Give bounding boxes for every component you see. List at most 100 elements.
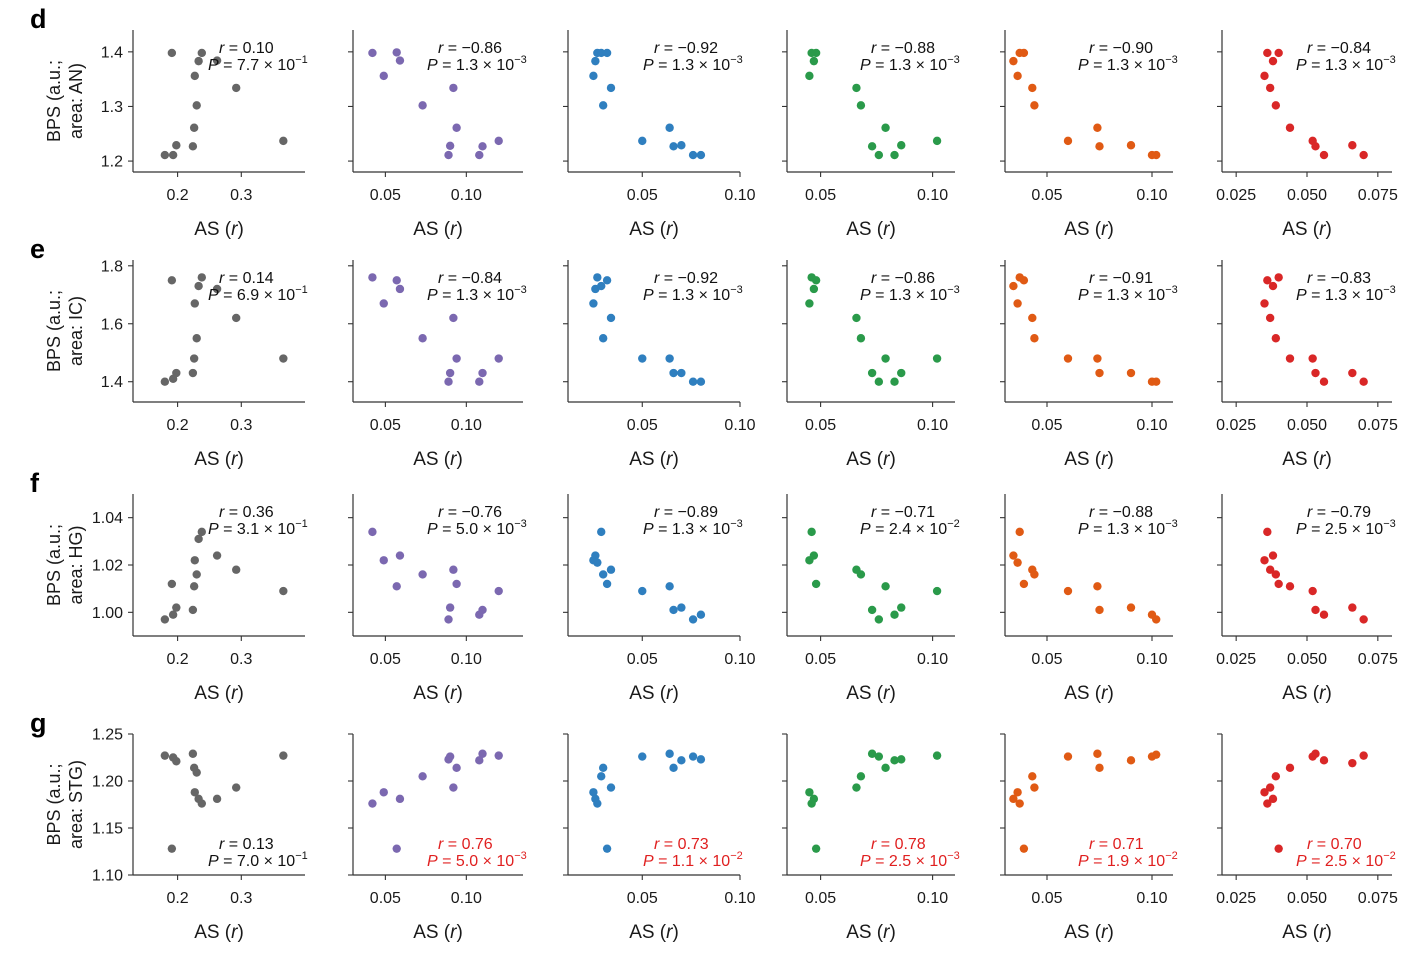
- data-point: [395, 551, 405, 560]
- data-point: [1308, 354, 1317, 363]
- y-tick-label: 1.6: [101, 316, 123, 333]
- x-tick-label: 0.05: [1031, 187, 1062, 204]
- data-point: [418, 334, 427, 343]
- data-point: [591, 551, 600, 560]
- scatter-panel: 0.05 0.10 AS (r) r = −0.86P = 1.3 × 10−3: [782, 260, 960, 470]
- scatter-panel: 1.4 1.6 1.8 0.2 0.3 AS (r) r = 0.14P = 6.9 × 1…: [101, 258, 308, 470]
- stat-r: r = −0.79: [1307, 504, 1371, 521]
- stat-r: r = −0.88: [871, 40, 935, 57]
- scatter-panel: 0.05 0.10 AS (r) r = −0.92P = 1.3 × 10−3: [563, 30, 756, 240]
- data-point: [867, 368, 877, 378]
- x-axis-label: AS (r): [413, 922, 463, 943]
- data-point: [589, 299, 598, 308]
- data-point: [1095, 763, 1104, 773]
- data-point: [1285, 354, 1295, 363]
- data-point: [1028, 772, 1037, 781]
- data-point: [1348, 141, 1357, 150]
- data-point: [478, 605, 487, 615]
- data-point: [1308, 586, 1317, 596]
- scatter-panel: 0.025 0.050 0.075 AS (r) r = 0.70P = 2.5 × 1…: [1216, 733, 1398, 943]
- data-point: [593, 273, 602, 282]
- data-point: [392, 48, 401, 57]
- stat-r: r = 0.13: [219, 836, 274, 853]
- data-point: [1359, 150, 1368, 160]
- data-point: [867, 142, 877, 151]
- x-tick-label: 0.10: [917, 417, 948, 434]
- data-point: [874, 615, 884, 624]
- data-point: [696, 610, 706, 619]
- data-point: [279, 751, 288, 760]
- data-point: [1271, 334, 1281, 343]
- x-tick-label: 0.10: [724, 187, 755, 204]
- stat-p: P = 1.3 × 10−3: [860, 284, 960, 304]
- panel-row-f: f BPS (a.u.; area: HG) 1.00 1.02 1.04 0.2 0.3 AS…: [30, 468, 1398, 704]
- data-point: [1319, 610, 1329, 619]
- data-point: [881, 123, 890, 132]
- scatter-panel: 0.05 0.10 AS (r) r = −0.76P = 5.0 × 10−3: [348, 494, 527, 704]
- data-point: [1348, 603, 1357, 612]
- data-point: [638, 136, 647, 146]
- data-point: [418, 101, 427, 110]
- data-point: [445, 603, 455, 612]
- data-point: [591, 56, 600, 66]
- data-point: [811, 844, 821, 853]
- data-point: [638, 354, 647, 363]
- data-point: [598, 570, 608, 579]
- data-point: [688, 752, 698, 761]
- data-point: [1265, 83, 1275, 93]
- x-tick-label: 0.10: [724, 651, 755, 668]
- data-point: [1019, 48, 1029, 58]
- data-point: [1093, 123, 1102, 132]
- data-point: [606, 565, 616, 574]
- data-point: [1030, 783, 1039, 792]
- data-point: [494, 354, 503, 363]
- data-point: [1274, 844, 1283, 853]
- data-point: [168, 150, 178, 160]
- scatter-panel: 0.05 0.10 AS (r) r = −0.84P = 1.3 × 10−3: [348, 260, 527, 470]
- x-axis-label: AS (r): [413, 449, 463, 470]
- data-point: [395, 56, 405, 65]
- data-point: [1359, 751, 1368, 760]
- data-point: [172, 141, 181, 150]
- data-point: [232, 565, 241, 574]
- x-tick-label: 0.2: [166, 417, 188, 434]
- data-point: [190, 71, 199, 81]
- stat-r: r = −0.84: [438, 270, 502, 287]
- data-point: [189, 123, 199, 132]
- scatter-panel: 0.05 0.10 AS (r) r = 0.73P = 1.1 × 10−2: [563, 733, 756, 943]
- data-point: [232, 783, 241, 792]
- data-point: [1015, 799, 1024, 808]
- data-point: [867, 605, 877, 615]
- x-tick-label: 0.10: [724, 417, 755, 434]
- data-point: [452, 579, 461, 589]
- data-point: [856, 334, 866, 343]
- data-point: [1311, 142, 1320, 151]
- x-tick-label: 0.05: [805, 651, 836, 668]
- data-point: [478, 749, 487, 758]
- data-point: [1263, 527, 1272, 537]
- data-point: [395, 284, 405, 294]
- data-point: [1265, 313, 1275, 323]
- data-point: [1013, 558, 1022, 567]
- x-tick-label: 0.10: [1136, 187, 1167, 204]
- data-point: [478, 368, 487, 378]
- x-tick-label: 0.05: [627, 890, 658, 907]
- data-point: [212, 551, 222, 560]
- x-tick-label: 0.075: [1358, 651, 1398, 668]
- y-axis-label-line2: area: STG): [66, 760, 86, 849]
- data-point: [1030, 101, 1039, 110]
- data-point: [1028, 313, 1037, 323]
- data-point: [1095, 142, 1104, 151]
- data-point: [809, 284, 819, 294]
- x-tick-label: 0.05: [1031, 651, 1062, 668]
- stat-r: r = −0.92: [654, 270, 718, 287]
- data-point: [1268, 56, 1278, 66]
- data-point: [665, 123, 674, 132]
- y-tick-label: 1.10: [92, 868, 123, 885]
- data-point: [1126, 756, 1136, 765]
- data-point: [1126, 141, 1136, 150]
- data-point: [1263, 276, 1272, 285]
- data-point: [197, 48, 206, 58]
- scatter-panel: 0.05 0.10 AS (r) r = −0.88P = 1.3 × 10−3: [782, 30, 960, 240]
- data-point: [1152, 377, 1161, 386]
